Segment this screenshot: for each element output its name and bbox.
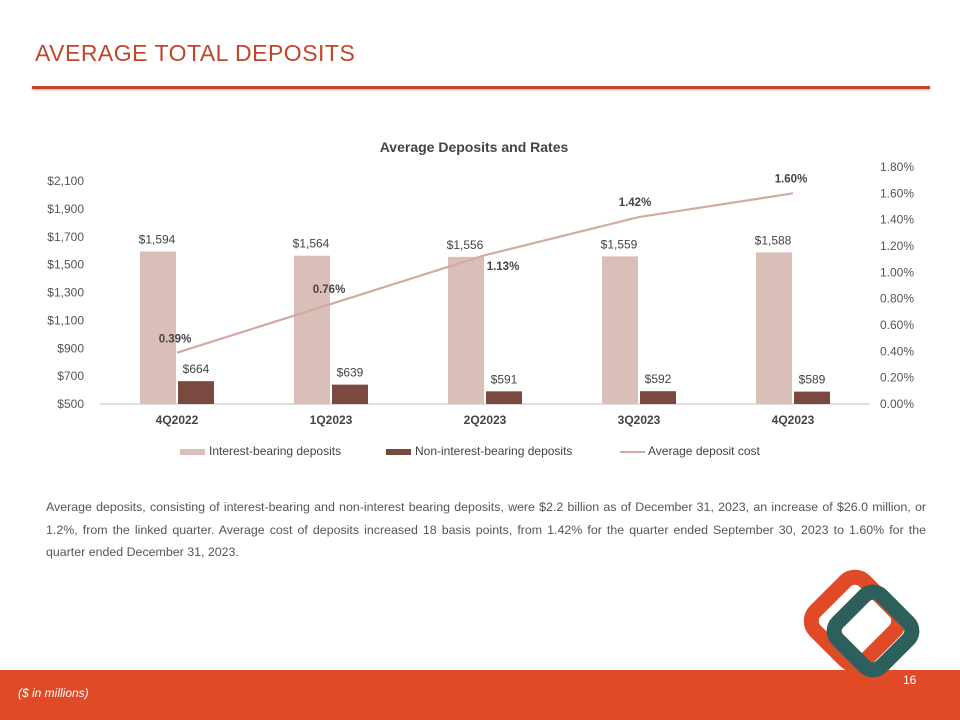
legend-label-deposit-cost: Average deposit cost (648, 444, 761, 458)
x-tick-label: 1Q2023 (310, 413, 353, 427)
y-right-tick-label: 1.00% (880, 265, 914, 279)
y-left-tick-label: $900 (57, 341, 84, 355)
non-interest-bearing-data-label: $639 (337, 366, 364, 380)
y-left-tick-label: $1,300 (47, 286, 84, 300)
non-interest-bearing-bar (332, 384, 368, 404)
interest-bearing-data-label: $1,594 (139, 233, 176, 247)
non-interest-bearing-data-label: $592 (645, 372, 672, 386)
non-interest-bearing-data-label: $591 (491, 372, 518, 386)
non-interest-bearing-data-label: $589 (799, 373, 826, 387)
non-interest-bearing-bar (794, 391, 830, 404)
y-right-tick-label: 1.20% (880, 239, 914, 253)
average-deposit-cost-data-label: 1.42% (619, 197, 652, 209)
interest-bearing-bar (448, 256, 484, 404)
interest-bearing-data-label: $1,559 (601, 237, 638, 251)
y-right-tick-label: 1.40% (880, 213, 914, 227)
average-deposit-cost-data-label: 1.13% (487, 261, 520, 273)
y-left-tick-label: $1,700 (47, 230, 84, 244)
y-left-tick-label: $500 (57, 397, 84, 411)
legend-label-interest-bearing: Interest-bearing deposits (209, 444, 341, 458)
chart-title: Average Deposits and Rates (380, 139, 569, 155)
non-interest-bearing-bar (178, 381, 214, 404)
y-left-tick-label: $700 (57, 369, 84, 383)
x-tick-label: 3Q2023 (618, 413, 661, 427)
interest-bearing-bar (756, 252, 792, 404)
average-deposit-cost-data-label: 1.60% (775, 173, 808, 185)
x-tick-label: 4Q2022 (156, 413, 199, 427)
non-interest-bearing-bar (640, 391, 676, 404)
page-number: 16 (903, 673, 917, 687)
y-right-tick-label: 0.20% (880, 371, 914, 385)
y-right-tick-label: 0.40% (880, 344, 914, 358)
y-right-tick-label: 0.00% (880, 397, 914, 411)
y-left-tick-label: $1,500 (47, 258, 84, 272)
average-deposits-chart: Average Deposits and Rates $500 $700 $900 $1… (47, 139, 914, 458)
footer-note: ($ in millions) (18, 686, 89, 700)
interest-bearing-data-label: $1,556 (447, 238, 484, 252)
interest-bearing-bar (140, 251, 176, 404)
logo-teal-diamond (826, 584, 920, 678)
y-right-tick-label: 0.80% (880, 292, 914, 306)
interest-bearing-data-label: $1,588 (755, 233, 792, 247)
non-interest-bearing-bar (486, 391, 522, 404)
non-interest-bearing-data-label: $664 (183, 362, 210, 376)
y-right-tick-label: 1.60% (880, 186, 914, 200)
summary-paragraph: Average deposits, consisting of interest… (46, 500, 926, 559)
interest-bearing-bar (602, 256, 638, 404)
slide-title: AVERAGE TOTAL DEPOSITS (35, 40, 356, 66)
interest-bearing-data-label: $1,564 (293, 237, 330, 251)
y-right-tick-label: 0.60% (880, 318, 914, 332)
legend-swatch-non-interest-bearing (386, 449, 411, 455)
company-logo-icon (803, 569, 920, 678)
y-left-tick-label: $2,100 (47, 174, 84, 188)
x-tick-label: 4Q2023 (772, 413, 815, 427)
y-right-tick-label: 1.80% (880, 160, 914, 174)
average-deposit-cost-data-label: 0.39% (159, 334, 192, 346)
x-tick-label: 2Q2023 (464, 413, 507, 427)
interest-bearing-bar (294, 255, 330, 404)
legend-swatch-interest-bearing (180, 449, 205, 455)
average-deposit-cost-line (176, 192, 794, 354)
y-left-tick-label: $1,900 (47, 202, 84, 216)
legend-label-non-interest-bearing: Non-interest-bearing deposits (415, 444, 572, 458)
y-left-tick-label: $1,100 (47, 313, 84, 327)
average-deposit-cost-data-label: 0.76% (313, 284, 346, 296)
title-divider (32, 86, 930, 89)
footer-bar (0, 670, 960, 720)
